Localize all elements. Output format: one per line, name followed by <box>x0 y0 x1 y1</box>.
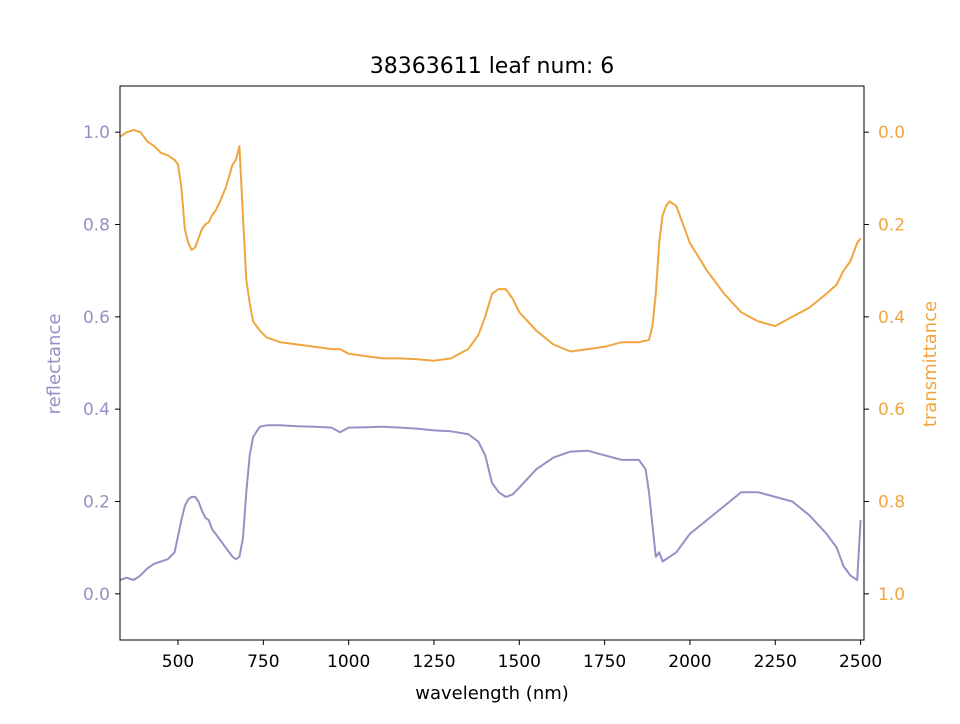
plot-frame <box>119 85 865 641</box>
y-tick-label-right: 0.8 <box>878 493 905 513</box>
transmittance-line <box>119 128 862 362</box>
y-tick-label-right: 0.6 <box>878 400 905 420</box>
y-tick-label-left: 0.6 <box>83 308 110 328</box>
x-tick-label: 1500 <box>498 652 541 672</box>
y-axis-right: 0.0 0.2 0.4 0.6 0.8 1.0 <box>864 123 905 605</box>
y-tick-label-left: 0.8 <box>83 216 110 236</box>
x-tick-label: 500 <box>162 652 194 672</box>
y-tick-label-right: 0.4 <box>878 308 905 328</box>
x-tick-label: 1250 <box>412 652 455 672</box>
y-tick-label-left: 0.0 <box>83 585 110 605</box>
y-axis-label-left: reflectance <box>44 314 65 415</box>
chart-title: 38363611 leaf num: 6 <box>370 54 615 79</box>
y-tick-label-left: 0.2 <box>83 493 110 513</box>
x-tick-label: 1000 <box>327 652 370 672</box>
x-axis-label: wavelength (nm) <box>415 683 569 704</box>
y-axis-left: 0.0 0.2 0.4 0.6 0.8 1.0 <box>83 123 120 605</box>
y-tick-label-right: 0.2 <box>878 216 905 236</box>
y-tick-label-right: 1.0 <box>878 585 905 605</box>
x-axis: 500 750 1000 1250 1500 1750 2000 2250 2500 <box>162 640 882 672</box>
y-tick-label-right: 0.0 <box>878 123 905 143</box>
x-tick-label: 1750 <box>583 652 626 672</box>
x-tick-label: 2500 <box>839 652 882 672</box>
x-tick-label: 2000 <box>668 652 711 672</box>
y-tick-label-left: 0.4 <box>83 400 110 420</box>
x-tick-label: 2250 <box>754 652 797 672</box>
y-axis-label-right: transmittance <box>920 301 941 427</box>
plot-lines <box>119 128 862 581</box>
reflectance-line <box>119 424 862 581</box>
x-tick-label: 750 <box>247 652 279 672</box>
y-tick-label-left: 1.0 <box>83 123 110 143</box>
